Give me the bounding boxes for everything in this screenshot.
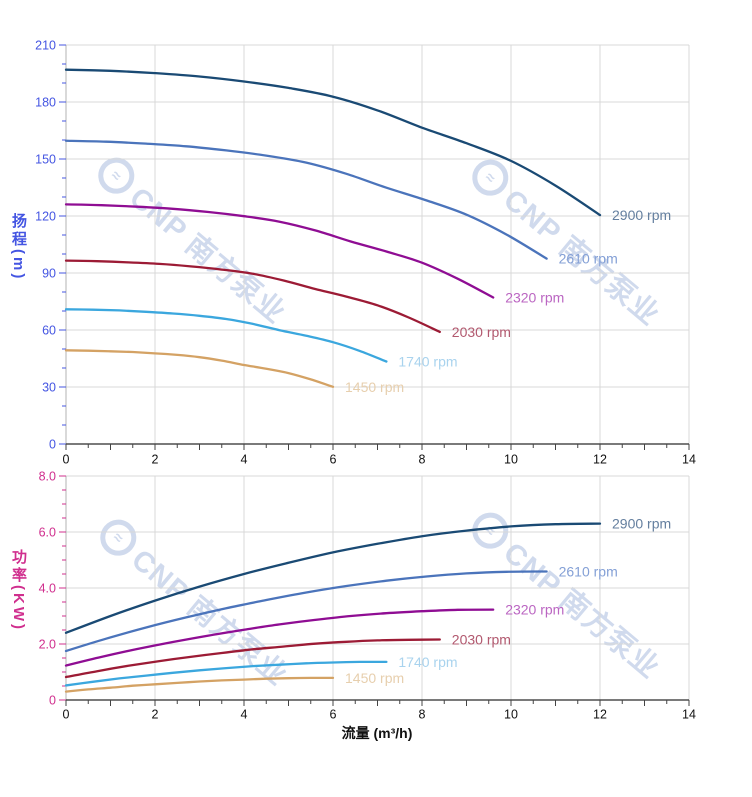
flow-axis-title: 流量 (m³/h) — [341, 725, 413, 741]
y-tick-label: 0 — [49, 438, 56, 452]
head-axis-title: 扬程(m) — [8, 213, 29, 281]
x-tick-label: 10 — [504, 708, 518, 722]
curve-label-2030-rpm: 2030 rpm — [452, 324, 511, 340]
y-tick-label: 6.0 — [39, 526, 56, 540]
x-tick-label: 12 — [593, 708, 607, 722]
x-tick-label: 0 — [63, 708, 70, 722]
y-tick-label: 8.0 — [39, 470, 56, 484]
curve-2610-rpm — [64, 139, 548, 260]
curve-1740-rpm — [64, 660, 388, 687]
curve-1450-rpm — [64, 676, 335, 693]
power-chart-y-ticks — [59, 475, 66, 701]
power-axis-unit: (KW) — [10, 585, 27, 632]
power-chart-grid — [66, 475, 690, 700]
y-tick-label: 180 — [35, 96, 56, 110]
y-tick-label: 0 — [49, 694, 56, 708]
power-chart-x-ticks — [65, 700, 690, 706]
x-tick-label: 12 — [593, 453, 607, 467]
head-chart-y-ticks — [59, 44, 66, 445]
y-tick-label: 4.0 — [39, 582, 56, 596]
x-tick-label: 4 — [241, 708, 248, 722]
curve-label-1740-rpm: 1740 rpm — [398, 654, 457, 670]
x-tick-label: 10 — [504, 453, 518, 467]
curve-2900-rpm — [64, 522, 602, 634]
curve-label-2900-rpm: 2900 rpm — [612, 207, 671, 223]
curve-2320-rpm — [64, 608, 495, 667]
x-tick-label: 8 — [419, 453, 426, 467]
curve-2610-rpm — [64, 570, 548, 653]
x-tick-label: 14 — [682, 453, 696, 467]
head-axis-unit: (m) — [10, 249, 27, 282]
x-tick-label: 2 — [152, 453, 159, 467]
power-axis-title-text: 功率 — [10, 549, 27, 585]
curve-label-2610-rpm: 2610 rpm — [559, 251, 618, 267]
curve-label-2610-rpm: 2610 rpm — [559, 563, 618, 579]
curve-label-2900-rpm: 2900 rpm — [612, 516, 671, 532]
power-chart: 0 2.0 4.0 6.0 8.0 0 2 4 6 8 10 12 14 2900 rpm 2610 rpm… — [39, 470, 696, 722]
x-tick-label: 0 — [63, 453, 70, 467]
curve-2030-rpm — [64, 638, 441, 679]
curve-2320-rpm — [64, 203, 495, 299]
curve-label-1450-rpm: 1450 rpm — [345, 670, 404, 686]
x-tick-label: 6 — [330, 708, 337, 722]
y-tick-label: 2.0 — [39, 638, 56, 652]
y-tick-label: 30 — [42, 381, 56, 395]
head-chart: 0 30 60 90 120 150 180 210 0 2 4 6 8 10 12 14 2900 rpm 26… — [35, 39, 696, 467]
curve-label-2030-rpm: 2030 rpm — [452, 632, 511, 648]
power-axis-title: 功率(KW) — [8, 549, 29, 632]
curve-label-1740-rpm: 1740 rpm — [398, 354, 457, 370]
x-tick-label: 2 — [152, 708, 159, 722]
x-tick-label: 14 — [682, 708, 696, 722]
curve-label-1450-rpm: 1450 rpm — [345, 379, 404, 395]
x-tick-label: 6 — [330, 453, 337, 467]
x-tick-label: 4 — [241, 453, 248, 467]
curve-label-2320-rpm: 2320 rpm — [505, 602, 564, 618]
curve-1740-rpm — [64, 308, 388, 363]
head-chart-grid — [66, 44, 690, 444]
curve-label-2320-rpm: 2320 rpm — [505, 290, 564, 306]
curve-1450-rpm — [64, 349, 335, 388]
curve-2900-rpm — [64, 68, 602, 217]
head-axis-title-text: 扬程 — [10, 213, 27, 249]
y-tick-label: 90 — [42, 267, 56, 281]
curve-2030-rpm — [64, 259, 441, 334]
head-chart-x-ticks — [65, 444, 690, 450]
y-tick-label: 150 — [35, 153, 56, 167]
y-tick-label: 210 — [35, 39, 56, 53]
x-tick-label: 8 — [419, 708, 426, 722]
y-tick-label: 60 — [42, 324, 56, 338]
y-tick-label: 120 — [35, 210, 56, 224]
